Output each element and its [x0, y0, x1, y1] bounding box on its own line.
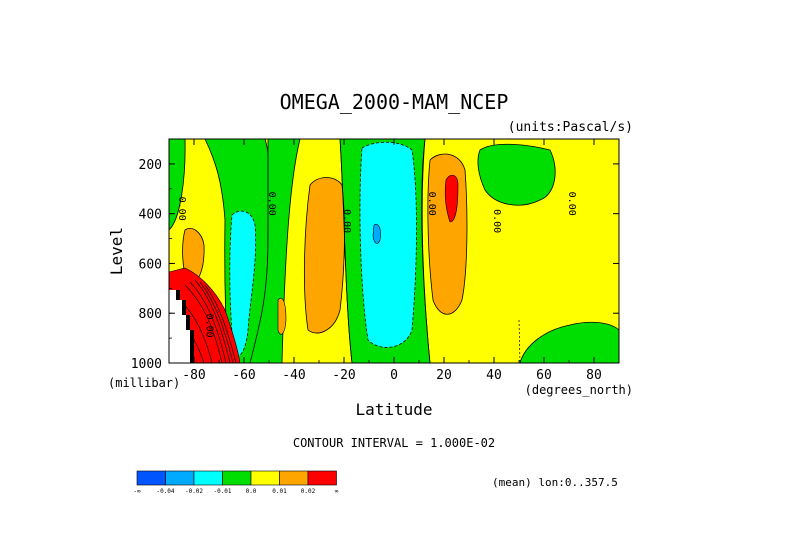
colorbar-swatch: [250, 470, 280, 486]
colorbar-swatch: [165, 470, 195, 486]
colorbar-label: -0.04: [156, 488, 174, 495]
x-axis: -80 -60 -40 -20 0 20 40 60 80: [168, 139, 620, 383]
region-neg-weak-north: [477, 143, 556, 206]
region-pos-mid-south: [303, 177, 345, 334]
colorbar-label: -∞: [133, 488, 141, 495]
plot-area: 0.00 0.00 0.00 0.00 0.00 0.00 0.00: [168, 138, 620, 364]
colorbar-swatch: [136, 470, 166, 486]
x-tick-label: -60: [232, 368, 255, 383]
region-neg-weak-south-edge: [169, 139, 186, 231]
x-tick-label: 60: [536, 368, 552, 383]
terrain-mask: [169, 290, 190, 363]
y-tick-label: 1000: [131, 357, 162, 372]
x-tick-label: -80: [182, 368, 205, 383]
contour-label: 0.00: [566, 192, 577, 216]
colorbar-swatch: [279, 470, 309, 486]
y-tick-label: 600: [139, 257, 162, 272]
contour-label: 0.00: [204, 314, 215, 338]
y-tick-label: 200: [139, 158, 162, 173]
contour-label: 0.00: [491, 209, 502, 233]
units-label: (units:Pascal/s): [508, 120, 633, 135]
region-neg-tropics: [359, 141, 417, 348]
colorbar-swatch: [193, 470, 223, 486]
contour-label: 0.00: [266, 192, 277, 216]
x-tick-label: 0: [390, 368, 398, 383]
antarctic-contours: [175, 279, 237, 363]
region-neg-weak-mid: [249, 139, 301, 363]
region-neg-tropics-inner: [372, 223, 381, 244]
region-neg-weak-north-lower: [519, 321, 619, 363]
region-pos-small-south: [277, 297, 287, 335]
colorbar-label: -0.01: [213, 488, 231, 495]
mean-note: (mean) lon:0..357.5: [492, 476, 618, 489]
x-tick-label: 80: [586, 368, 602, 383]
y-unit-label: (millibar): [108, 376, 180, 390]
y-tick-label: 800: [139, 307, 162, 322]
contour-interval-label: CONTOUR INTERVAL = 1.000E-02: [293, 436, 495, 450]
contour-label: 0.00: [341, 209, 352, 233]
colorbar-swatch: [307, 470, 337, 486]
y-tick-label: 400: [139, 208, 162, 223]
chart-title: OMEGA_2000-MAM_NCEP: [280, 90, 509, 114]
contour-label: 0.00: [176, 197, 187, 221]
x-tick-label: -40: [282, 368, 305, 383]
region-pos-tropics-max: [444, 174, 459, 223]
x-unit-label: (degrees_north): [525, 383, 633, 397]
x-tick-label: 40: [486, 368, 502, 383]
contour-lines: [339, 139, 521, 363]
region-neg-mid-south: [229, 210, 257, 357]
x-axis-title: Latitude: [355, 400, 432, 419]
x-tick-label: 20: [436, 368, 452, 383]
colorbar-label: -0.02: [185, 488, 203, 495]
terrain-edge: [176, 290, 194, 363]
colorbar-label: ∞: [335, 488, 339, 495]
y-axis: 200 400 600 800 1000: [131, 138, 619, 372]
x-tick-label: -20: [332, 368, 355, 383]
contour-label: 0.00: [426, 192, 437, 216]
colorbar: -∞ -0.04 -0.02 -0.01 0.0 0.01 0.02 ∞: [133, 470, 339, 495]
y-axis-title: Level: [107, 227, 126, 275]
colorbar-label: 0.01: [272, 488, 287, 495]
colorbar-label: 0.02: [301, 488, 316, 495]
colorbar-label: 0.0: [246, 488, 257, 495]
contour-label-group: 0.00 0.00 0.00 0.00 0.00 0.00 0.00: [176, 192, 577, 338]
colorbar-swatch: [222, 470, 252, 486]
